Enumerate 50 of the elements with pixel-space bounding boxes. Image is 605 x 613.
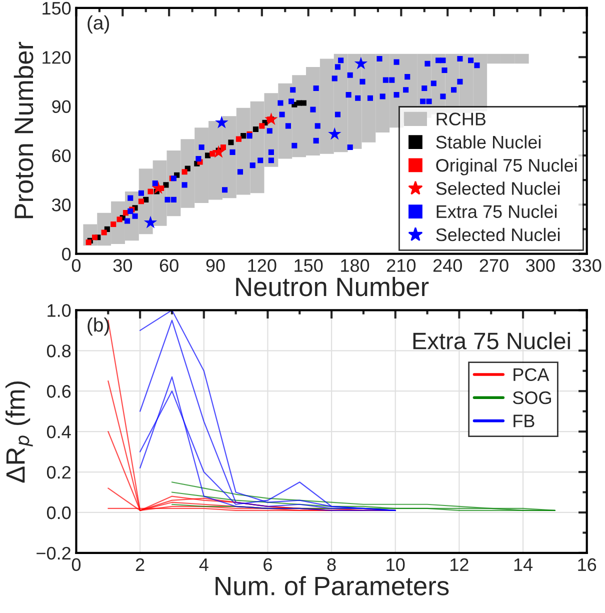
y-tick-label: 0.2 bbox=[46, 466, 70, 479]
y-tick-label: 150 bbox=[42, 2, 71, 15]
y-tick-label: −0.2 bbox=[36, 546, 70, 560]
y-axis-title: Proton Number bbox=[14, 42, 34, 218]
x-tick-label: 0 bbox=[72, 259, 81, 272]
x-tick-label: 330 bbox=[572, 259, 602, 272]
y-tick-label: 0.0 bbox=[46, 506, 71, 520]
y-tick-label: 0.4 bbox=[46, 425, 71, 438]
x-tick-label: 2 bbox=[136, 558, 144, 571]
x-tick-label: 0 bbox=[72, 558, 81, 572]
annotation: Extra 75 Nuclei bbox=[413, 332, 570, 350]
x-tick-label: 8 bbox=[327, 558, 336, 572]
legend-label: Stable Nuclei bbox=[436, 135, 540, 149]
legend-label: Extra 75 Nuclei bbox=[436, 204, 557, 218]
y-tick-label: 120 bbox=[42, 51, 71, 64]
x-tick-label: 180 bbox=[341, 259, 370, 272]
x-tick-label: 120 bbox=[248, 259, 276, 272]
y-tick-label: 0 bbox=[62, 248, 71, 260]
y-tick-label: 0.8 bbox=[46, 344, 71, 358]
x-axis-title: Neutron Number bbox=[236, 276, 429, 296]
x-axis-title: Num. of Parameters bbox=[216, 576, 449, 596]
x-tick-label: 6 bbox=[264, 558, 272, 572]
x-tick-label: 300 bbox=[526, 259, 555, 272]
y-axis-title: ΔR$_{p}$ (fm) bbox=[6, 381, 33, 483]
x-tick-label: 90 bbox=[206, 259, 225, 272]
legend-label: FB bbox=[514, 414, 534, 428]
x-tick-label: 10 bbox=[386, 558, 405, 572]
legend-label: SOG bbox=[512, 391, 551, 404]
x-tick-label: 14 bbox=[514, 558, 533, 571]
x-tick-label: 60 bbox=[160, 259, 178, 272]
x-tick-label: 12 bbox=[450, 558, 468, 571]
y-tick-label: 0.6 bbox=[46, 385, 71, 398]
legend-label: PCA bbox=[514, 368, 550, 382]
legend-label: RCHB bbox=[436, 112, 486, 126]
annotation: (a) bbox=[88, 15, 109, 34]
x-tick-label: 150 bbox=[294, 259, 323, 272]
x-tick-label: 240 bbox=[433, 259, 462, 272]
x-tick-label: 270 bbox=[480, 259, 508, 272]
legend-label: Selected Nuclei bbox=[436, 182, 560, 195]
x-tick-label: 30 bbox=[113, 259, 132, 272]
y-tick-label: 60 bbox=[52, 149, 71, 162]
legend-label: Selected Nuclei bbox=[436, 228, 560, 242]
y-tick-label: 30 bbox=[52, 198, 71, 212]
x-tick-label: 4 bbox=[199, 558, 208, 571]
x-tick-label: 16 bbox=[578, 558, 596, 572]
y-tick-label: 90 bbox=[52, 100, 71, 114]
legend-label: Original 75 Nuclei bbox=[436, 158, 577, 176]
y-tick-label: 1.0 bbox=[48, 304, 71, 317]
x-tick-label: 210 bbox=[387, 259, 416, 272]
annotation: (b) bbox=[88, 317, 109, 336]
